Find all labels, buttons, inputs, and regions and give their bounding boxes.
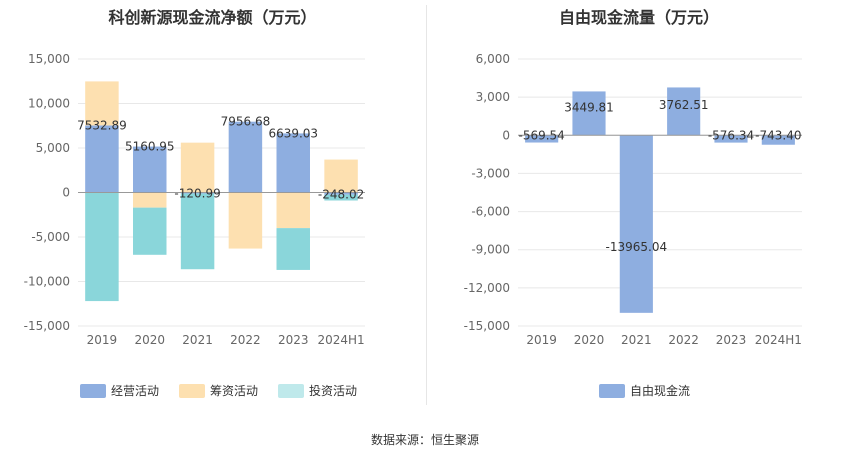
y-tick-label: -3,000	[471, 166, 510, 180]
bar-financing	[228, 192, 263, 249]
y-tick-label: 15,000	[28, 52, 70, 66]
y-tick-label: -6,000	[471, 205, 510, 219]
x-tick-label: 2020	[134, 333, 165, 347]
bar-free-cash-flow	[667, 87, 701, 136]
legend-financing-swatch	[179, 383, 206, 398]
bar-operating	[180, 192, 215, 194]
bar-investing	[180, 193, 215, 270]
data-label: 5160.95	[125, 140, 175, 154]
data-label: 7956.68	[221, 115, 271, 129]
data-label: 3449.81	[564, 101, 614, 115]
free-cash-flow-chart: 6,000 3,000 0 -3,000 -6,000 -9,000 -12,000 -15,…	[464, 52, 802, 347]
y-tick-label: -5,000	[31, 230, 70, 244]
x-tick-label: 2021	[182, 333, 213, 347]
bar-investing	[324, 194, 358, 201]
bar-financing	[180, 142, 215, 193]
x-tick-label: 2020	[574, 333, 605, 347]
y-tick-label: -9,000	[471, 243, 510, 257]
y-tick-label: 0	[502, 128, 510, 142]
data-label: 6639.03	[268, 126, 318, 140]
legend-financing[interactable]: 筹资活动	[179, 382, 258, 399]
data-label: -120.99	[174, 187, 220, 201]
data-label: -248.02	[318, 188, 364, 202]
legend-investing-label: 投资活动	[309, 384, 358, 398]
bar-operating	[228, 121, 263, 193]
bar-free-cash-flow	[761, 135, 795, 145]
y-tick-label: -12,000	[464, 281, 510, 295]
panel-divider	[426, 5, 427, 405]
y-tick-label: -15,000	[24, 319, 70, 333]
legend-free-label: 自由现金流	[630, 384, 691, 398]
right-chart-title: 自由现金流量（万元）	[558, 8, 719, 27]
y-tick-label: -15,000	[464, 319, 510, 333]
data-source-note: 数据来源：恒生聚源	[370, 433, 479, 447]
bar-free-cash-flow	[714, 135, 748, 143]
legend-financing-label: 筹资活动	[210, 384, 259, 398]
legend-investing-swatch	[278, 383, 305, 398]
y-tick-label: 5,000	[36, 141, 70, 155]
x-tick-label: 2019	[526, 333, 557, 347]
cash-flow-chart: 15,000 10,000 5,000 0 -5,000 -10,000 -15,000 20…	[24, 52, 365, 347]
bar-operating	[276, 133, 310, 193]
bar-free-cash-flow	[525, 135, 559, 143]
bar-financing	[276, 192, 310, 229]
x-tick-label: 2024H1	[317, 333, 364, 347]
legend-operating-label: 经营活动	[111, 384, 160, 398]
y-tick-label: -10,000	[24, 275, 70, 289]
y-tick-label: 3,000	[476, 90, 510, 104]
y-tick-label: 6,000	[476, 52, 510, 66]
bar-financing	[324, 159, 358, 193]
bar-investing	[276, 228, 310, 270]
legend-operating-swatch	[80, 383, 106, 398]
bar-operating	[133, 146, 167, 193]
x-tick-label: 2022	[668, 333, 699, 347]
cash-flow-chart-panel: 科创新源现金流净额（万元） 15,000 10,000 5,000 0 -5,000 -1…	[0, 0, 425, 415]
x-tick-label: 2022	[230, 333, 261, 347]
data-label: -569.54	[519, 128, 565, 142]
y-tick-label: 0	[62, 186, 70, 200]
legend-free-cash-flow[interactable]: 自由现金流	[599, 382, 690, 399]
bar-investing	[133, 207, 167, 255]
x-tick-label: 2023	[278, 333, 309, 347]
right-legend: 自由现金流	[599, 382, 690, 399]
bar-free-cash-flow	[572, 91, 606, 136]
legend-operating[interactable]: 经营活动	[80, 382, 159, 399]
data-label: -743.40	[755, 128, 801, 142]
x-tick-label: 2023	[716, 333, 747, 347]
legend-investing[interactable]: 投资活动	[278, 382, 357, 399]
bar-free-cash-flow	[619, 135, 653, 313]
free-cash-flow-chart-panel: 自由现金流量（万元） 6,000 3,000 0 -3,000 -6,000 -9,000…	[428, 0, 850, 415]
left-chart-title: 科创新源现金流净额（万元）	[108, 8, 317, 27]
bar-operating	[85, 125, 119, 193]
left-legend: 经营活动 筹资活动 投资活动	[80, 382, 357, 399]
x-tick-label: 2024H1	[755, 333, 802, 347]
data-label: 7532.89	[77, 118, 127, 132]
data-label: -576.34	[708, 128, 754, 142]
y-tick-label: 10,000	[28, 97, 70, 111]
bar-investing	[85, 192, 119, 302]
data-label: 3762.51	[659, 98, 709, 112]
x-tick-label: 2019	[87, 333, 118, 347]
bar-financing	[85, 81, 119, 126]
bar-financing	[133, 192, 167, 208]
data-label: -13965.04	[606, 240, 668, 254]
bar-operating	[324, 192, 358, 195]
legend-free-swatch	[599, 383, 625, 398]
x-tick-label: 2021	[621, 333, 652, 347]
